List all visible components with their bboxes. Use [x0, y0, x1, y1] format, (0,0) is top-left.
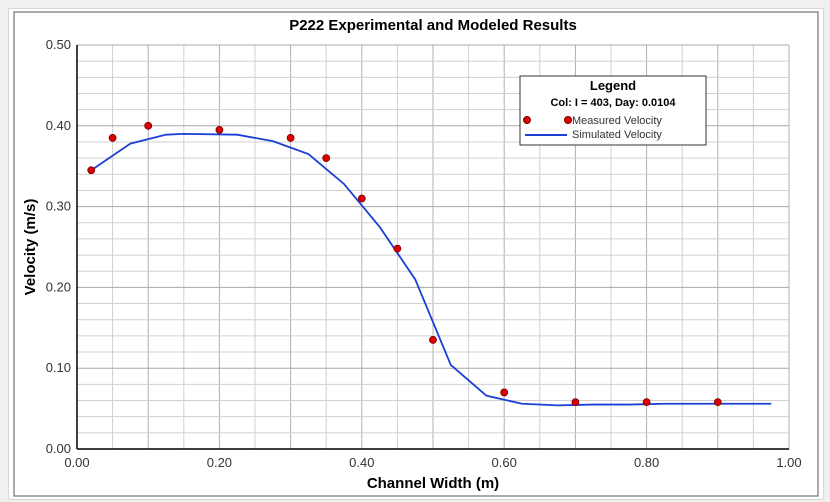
x-axis-label: Channel Width (m) — [367, 475, 499, 492]
x-tick-label: 0.40 — [349, 455, 374, 470]
y-tick-label: 0.50 — [46, 37, 71, 52]
y-tick-label: 0.30 — [46, 199, 71, 214]
legend-subtitle: Col: I = 403, Day: 0.0104 — [550, 97, 676, 109]
measured-velocity-point — [322, 154, 331, 163]
measured-velocity-point — [357, 194, 366, 203]
x-tick-label: 0.20 — [207, 455, 232, 470]
measured-velocity-point — [642, 398, 651, 407]
y-tick-label: 0.40 — [46, 118, 71, 133]
legend-marker-measured-2 — [564, 116, 572, 124]
measured-velocity-point — [500, 388, 509, 397]
chart-title: P222 Experimental and Modeled Results — [289, 17, 577, 34]
measured-velocity-point — [87, 166, 96, 175]
legend-marker-measured — [523, 116, 531, 124]
measured-velocity-point — [286, 134, 295, 142]
measured-velocity-point — [108, 134, 117, 142]
y-tick-label: 0.00 — [46, 441, 71, 456]
x-tick-label: 0.80 — [634, 455, 659, 470]
x-tick-label: 0.60 — [492, 455, 517, 470]
measured-velocity-point — [393, 244, 402, 253]
y-tick-label: 0.10 — [46, 360, 71, 375]
chart-border — [13, 11, 819, 497]
x-tick-label: 0.00 — [64, 455, 89, 470]
legend-title: Legend — [590, 78, 636, 93]
simulated-velocity-line — [90, 132, 772, 407]
x-tick-label: 1.00 — [776, 455, 801, 470]
measured-velocity-point — [144, 121, 153, 130]
y-tick-label: 0.20 — [46, 279, 71, 294]
measured-velocity-point — [571, 398, 580, 407]
measured-velocity-point — [215, 125, 224, 134]
legend: Legend Col: I = 403, Day: 0.0104 Measure… — [519, 75, 707, 146]
legend-label-simulated: Simulated Velocity — [572, 129, 662, 141]
measured-velocity-point — [713, 398, 722, 407]
measured-velocity-point — [429, 336, 437, 344]
y-axis-label: Velocity (m/s) — [22, 199, 39, 296]
legend-label-measured: Measured Velocity — [572, 115, 662, 127]
